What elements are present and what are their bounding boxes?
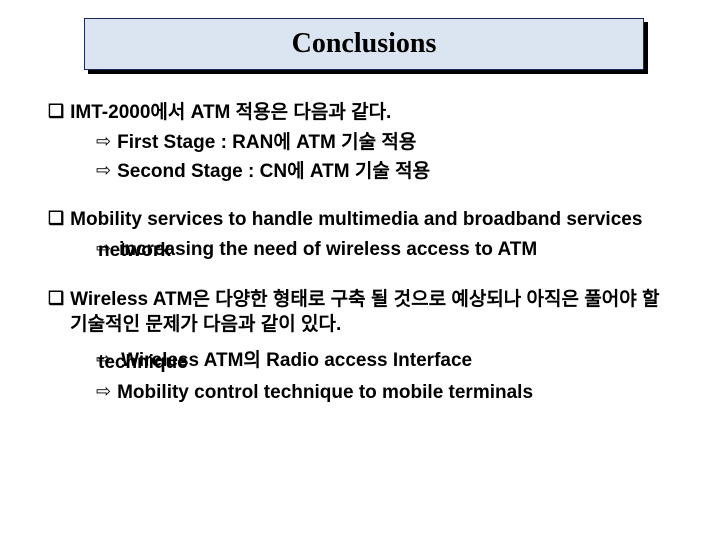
arrow-bullet-icon: ⇨ [96, 159, 111, 182]
arrow-bullet-icon: ⇨ [96, 130, 111, 153]
section-1-main: ❑ IMT-2000에서 ATM 적용은 다음과 같다. [48, 100, 672, 126]
content-area: ❑ IMT-2000에서 ATM 적용은 다음과 같다. ⇨ First Sta… [48, 92, 672, 409]
arrow-bullet-icon: ⇨ [96, 380, 111, 403]
section-1-sub-1-text: First Stage : RAN에 ATM 기술 적용 [117, 130, 416, 156]
section-2-main: ❑ Mobility services to handle multimedia… [48, 207, 672, 233]
square-bullet-icon: ❑ [48, 100, 64, 123]
arrow-bullet-icon: ⇨ [96, 348, 111, 371]
section-3-main: ❑ Wireless ATM은 다양한 형태로 구축 될 것으로 예상되나 아직… [48, 287, 672, 338]
section-1-sub-1: ⇨ First Stage : RAN에 ATM 기술 적용 [96, 130, 672, 156]
section-3-sub-1: ⇨ technique Wireless ATM의 Radio access I… [96, 348, 672, 376]
section-3-main-text: Wireless ATM은 다양한 형태로 구축 될 것으로 예상되나 아직은 … [70, 287, 672, 338]
section-1-main-text: IMT-2000에서 ATM 적용은 다음과 같다. [70, 100, 391, 126]
section-3-sub-line1: Wireless ATM의 Radio access Interface [121, 348, 472, 374]
square-bullet-icon: ❑ [48, 207, 64, 230]
section-3-sub-2-text: Mobility control technique to mobile ter… [117, 380, 533, 406]
section-3-sub-2: ⇨ Mobility control technique to mobile t… [96, 380, 672, 406]
page-title: Conclusions [292, 28, 437, 60]
square-bullet-icon: ❑ [48, 287, 64, 310]
section-1-sub-2: ⇨ Second Stage : CN에 ATM 기술 적용 [96, 159, 672, 185]
arrow-bullet-icon: ⇨ [96, 237, 111, 260]
section-2-sub-1: ⇨ network increasing the need of wireles… [96, 237, 672, 265]
title-box: Conclusions [84, 18, 644, 70]
section-1-sub-2-text: Second Stage : CN에 ATM 기술 적용 [117, 159, 430, 185]
section-2-sub-line1: increasing the need of wireless access t… [119, 237, 537, 263]
section-2-main-text: Mobility services to handle multimedia a… [70, 207, 642, 233]
